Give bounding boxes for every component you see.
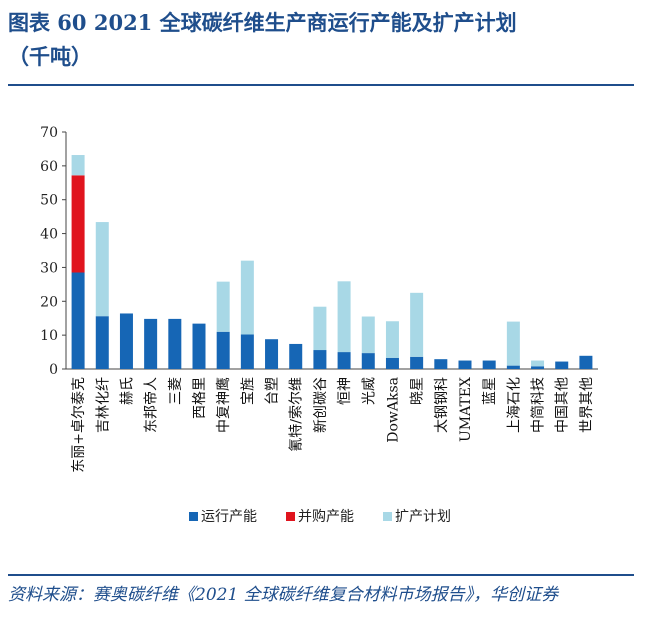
bar-segment — [144, 318, 158, 369]
bar-segment — [71, 155, 85, 176]
x-category-label: 赫氏 — [119, 377, 135, 405]
bar-segment — [265, 339, 279, 369]
title-text: 图表 60 2021 全球碳纤维生产商运行产能及扩产计划 — [8, 10, 517, 35]
y-tick-label: 60 — [40, 159, 58, 175]
x-category-label: 三菱 — [168, 377, 184, 405]
bar-segment — [506, 321, 520, 366]
x-category-label: 上海石化 — [506, 377, 522, 433]
bar-segment — [361, 316, 375, 354]
source-note: 资料来源：赛奥碳纤维《2021 全球碳纤维复合材料市场报告》，华创证券 — [8, 585, 559, 605]
bar-segment — [313, 306, 327, 351]
x-category-label: 台塑 — [265, 377, 281, 405]
source-rule — [8, 574, 634, 576]
x-category-label: UMATEX — [458, 377, 474, 442]
bar-segment — [385, 357, 399, 369]
bar-segment — [119, 313, 133, 369]
y-tick-label: 50 — [40, 193, 58, 209]
bar-segment — [337, 352, 351, 369]
x-category-label: 蓝星 — [482, 377, 498, 405]
y-tick-label: 40 — [40, 227, 58, 243]
bar-segment — [385, 321, 399, 358]
y-tick-label: 30 — [40, 260, 58, 276]
x-category-label: 中复神鹰 — [215, 377, 232, 433]
bar-segment — [71, 175, 85, 273]
legend-label: 扩产计划 — [395, 509, 451, 525]
bar-segment — [71, 272, 85, 369]
bar-segment — [95, 316, 109, 369]
x-category-label: 中国其他 — [555, 377, 571, 433]
legend-label: 运行产能 — [201, 509, 257, 525]
x-category-label: 太钢钢科 — [434, 377, 450, 433]
bar-segment — [579, 355, 593, 369]
title-rule — [8, 84, 634, 86]
bar-chart: 0 10 20 30 40 50 60 70 东丽+卓尔泰克 吉林化纤 赫氏 东邦帝人 三菱 西格里 中复神… — [40, 125, 598, 525]
bar-segment — [482, 360, 496, 369]
bar-segment — [410, 356, 424, 369]
bar-segment — [216, 281, 230, 332]
x-category-label: 东丽+卓尔泰克 — [71, 377, 87, 473]
bar-segment — [240, 260, 254, 335]
bar-segment — [240, 334, 254, 369]
y-tick-label: 70 — [40, 125, 58, 141]
x-category-label: 光威 — [361, 377, 377, 405]
x-category-label: 新创碳谷 — [313, 377, 329, 433]
bar-segment — [361, 353, 375, 369]
bar-segment — [555, 361, 569, 369]
bar-segment — [531, 366, 545, 369]
bar-segment — [337, 281, 351, 353]
bar-segment — [458, 360, 472, 369]
legend-label: 并购产能 — [298, 509, 354, 525]
bar-segment — [216, 331, 230, 369]
legend-swatch — [189, 512, 198, 521]
bar-segment — [289, 343, 303, 369]
bar-segment — [192, 323, 206, 369]
bar-segment — [95, 222, 109, 317]
bar-segment — [410, 292, 424, 357]
title-unit: （千吨） — [8, 44, 92, 69]
legend-swatch — [286, 512, 295, 521]
bar-segment — [531, 360, 545, 367]
x-category-label: 西格里 — [192, 377, 208, 419]
y-tick-label: 0 — [49, 362, 58, 378]
y-tick-label: 10 — [40, 328, 58, 344]
figure-title: 图表 60 2021 全球碳纤维生产商运行产能及扩产计划 （千吨） — [8, 6, 633, 74]
x-category-label: 宝旌 — [240, 377, 256, 405]
x-category-label: 氰特/索尔维 — [288, 377, 305, 452]
x-category-label: 世界其他 — [579, 377, 595, 433]
legend-swatch — [383, 512, 392, 521]
bar-segment — [434, 359, 448, 369]
bar-segment — [168, 318, 182, 369]
y-tick-label: 20 — [40, 294, 58, 310]
bar-segment — [506, 365, 520, 369]
x-category-label: 东邦帝人 — [144, 377, 160, 433]
x-category-label: 吉林化纤 — [95, 377, 111, 433]
x-category-label: 中简科技 — [530, 377, 547, 433]
x-category-label: 晓星 — [410, 377, 426, 405]
x-category-label: 恒神 — [337, 377, 353, 405]
bar-segment — [313, 350, 327, 369]
x-category-label: DowAksa — [385, 377, 401, 443]
